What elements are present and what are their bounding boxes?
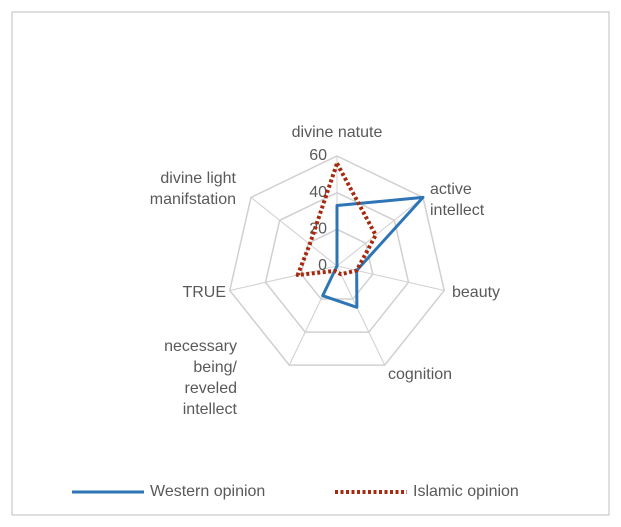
r-tick-label: 0 xyxy=(318,257,327,274)
category-label: necessary being/reveled intellect xyxy=(164,338,237,418)
category-label: active intellect xyxy=(430,181,485,219)
spoke xyxy=(250,197,338,267)
category-label: TRUE xyxy=(182,284,226,301)
spoke xyxy=(336,265,386,366)
r-tick-label: 40 xyxy=(309,184,327,201)
spoke xyxy=(229,265,338,291)
series-line xyxy=(321,195,425,309)
grid-ring xyxy=(228,155,446,366)
category-label: divine natute xyxy=(292,124,383,141)
r-tick-label: 60 xyxy=(309,147,327,164)
legend-label: Western opinion xyxy=(150,483,265,500)
grid-ring xyxy=(264,191,410,333)
category-label: divine light manifstation xyxy=(150,170,237,208)
spoke xyxy=(336,197,424,267)
legend-label: Islamic opinion xyxy=(413,483,519,500)
series-line xyxy=(295,161,378,277)
category-label: beauty xyxy=(452,284,500,301)
chart-frame xyxy=(11,11,610,516)
category-label: cognition xyxy=(388,366,452,383)
